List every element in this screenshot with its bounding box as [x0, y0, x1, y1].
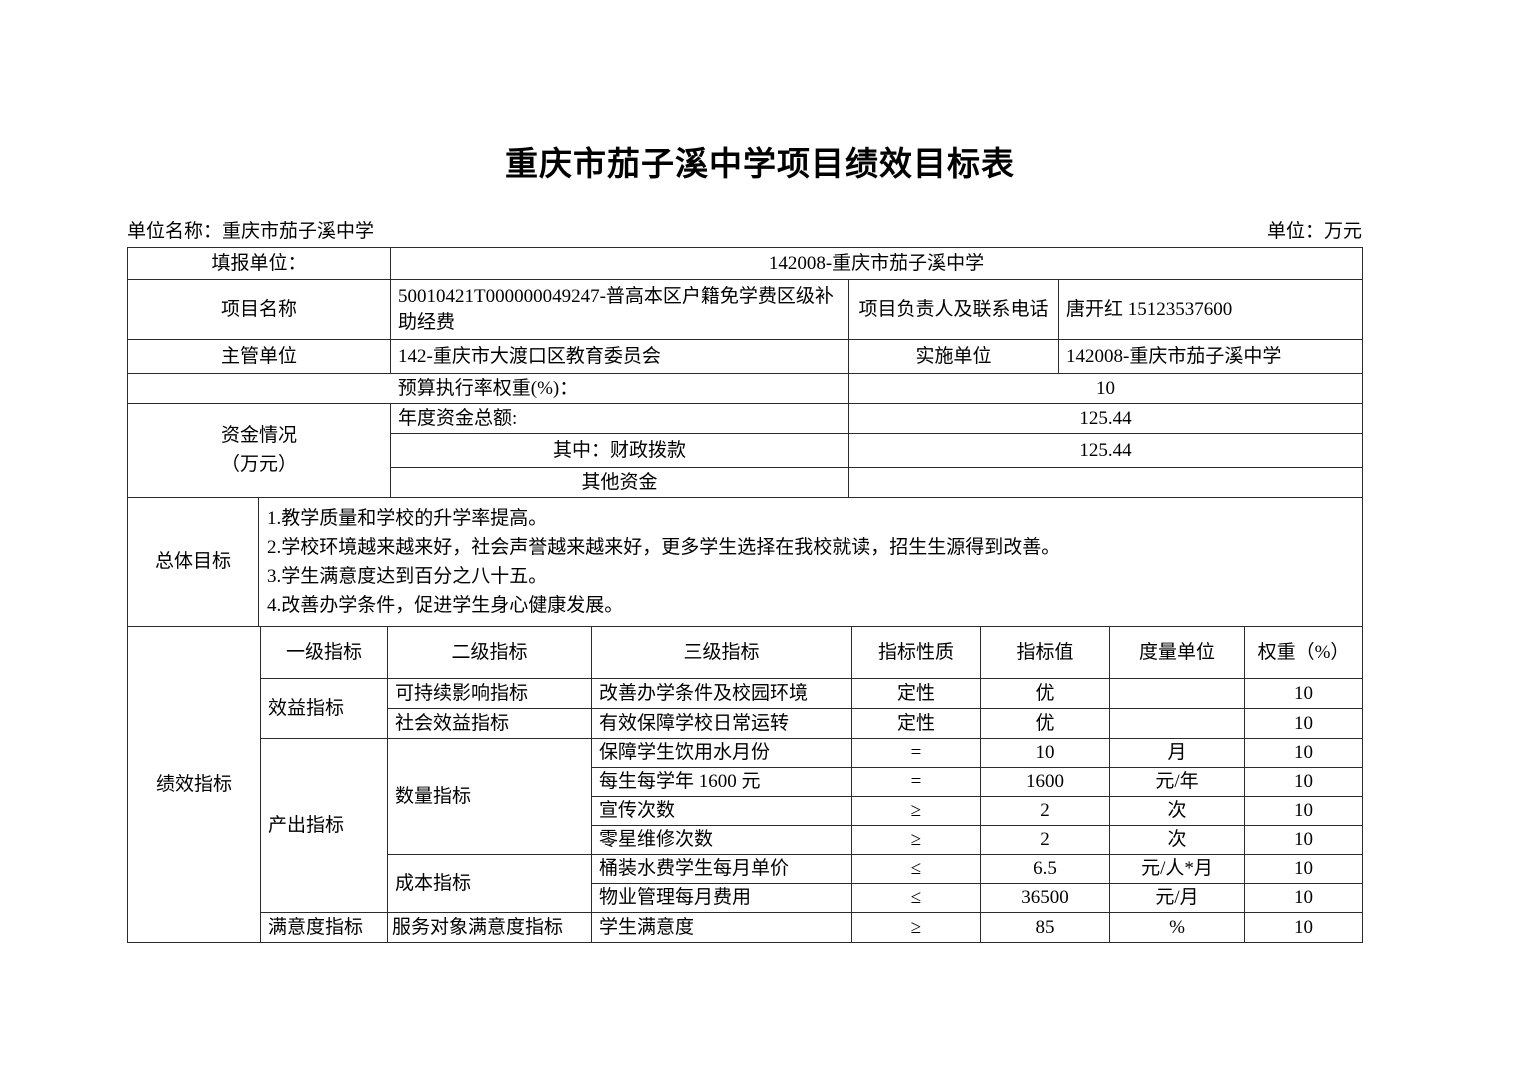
goal-line-4: 4.改善办学条件，促进学生身心健康发展。: [267, 595, 624, 616]
indicator-l3-cell: 桶装水费学生每月单价: [591, 854, 852, 884]
funding-label-line2: （万元）: [220, 453, 297, 475]
indicator-value-cell: 优: [980, 678, 1110, 709]
indicator-value-cell: 6.5: [980, 854, 1110, 884]
indicator-unit-cell: [1109, 678, 1245, 709]
indicator-unit-cell: 元/人*月: [1109, 854, 1245, 884]
header-weight: 权重（%）: [1244, 626, 1363, 679]
funding-label-line1: 资金情况: [220, 425, 297, 446]
budget-weight-label: 预算执行率权重(%)：: [127, 373, 849, 404]
implement-unit-label: 实施单位: [848, 339, 1059, 374]
indicator-weight-cell: 10: [1244, 825, 1363, 855]
other-funds-value: [847, 467, 1364, 498]
header-value: 指标值: [980, 626, 1110, 679]
indicator-nature-cell: ≥: [851, 825, 981, 855]
indicator-l3-cell: 物业管理每月费用: [591, 883, 852, 913]
indicator-weight-cell: 10: [1244, 912, 1363, 943]
indicator-l3-cell: 宣传次数: [591, 796, 852, 826]
fiscal-allocation-label: 其中：财政拨款: [390, 433, 849, 468]
indicator-unit-cell: 元/月: [1109, 883, 1245, 913]
project-name-value: 50010421T000000049247-普高本区户籍免学费区级补助经费: [390, 279, 849, 340]
indicator-unit-cell: %: [1109, 912, 1245, 943]
indicator-weight-cell: 10: [1244, 678, 1363, 709]
indicator-l3-cell: 保障学生饮用水月份: [591, 738, 852, 768]
subgroup-quantity-label: 数量指标: [387, 738, 592, 855]
supervisor-unit-label: 主管单位: [127, 339, 391, 374]
indicator-value-cell: 1600: [980, 767, 1110, 797]
indicator-value-cell: 36500: [980, 883, 1110, 913]
header-level2: 二级指标: [387, 626, 592, 679]
indicator-weight-cell: 10: [1244, 883, 1363, 913]
indicator-nature-cell: 定性: [851, 678, 981, 709]
indicator-weight-cell: 10: [1244, 708, 1363, 739]
indicator-unit-cell: 元/年: [1109, 767, 1245, 797]
indicator-value-cell: 优: [980, 708, 1110, 739]
other-funds-label: 其他资金: [390, 467, 849, 498]
supervisor-unit-value: 142-重庆市大渡口区教育委员会: [390, 339, 849, 374]
header-nature: 指标性质: [851, 626, 981, 679]
performance-table: 绩效指标 一级指标 二级指标 三级指标 指标性质 指标值 度量单位 权重（%） …: [127, 626, 1363, 943]
subgroup-social-label: 社会效益指标: [387, 708, 592, 739]
header-level3: 三级指标: [591, 626, 852, 679]
indicator-value-cell: 85: [980, 912, 1110, 943]
page-title: 重庆市茄子溪中学项目绩效目标表: [505, 147, 1015, 183]
overall-goal-content: 1.教学质量和学校的升学率提高。 2.学校环境越来越来好，社会声誉越来越来好，更…: [258, 497, 1363, 627]
project-leader-value: 唐开红 15123537600: [1057, 279, 1364, 340]
goal-line-2: 2.学校环境越来越来好，社会声誉越来越来好，更多学生选择在我校就读，招生生源得到…: [267, 537, 1061, 558]
indicator-nature-cell: ≥: [851, 912, 981, 943]
header-unit: 度量单位: [1109, 626, 1245, 679]
indicator-l3-cell: 每生每学年 1600 元: [591, 767, 852, 797]
indicator-weight-cell: 10: [1244, 796, 1363, 826]
indicator-l3-cell: 改善办学条件及校园环境: [591, 678, 852, 709]
goal-line-1: 1.教学质量和学校的升学率提高。: [267, 508, 548, 529]
group-satisfaction-label: 满意度指标: [260, 912, 388, 943]
indicator-unit-cell: 次: [1109, 825, 1245, 855]
unit-name-label: 单位名称：重庆市茄子溪中学: [127, 221, 375, 242]
indicator-nature-cell: =: [851, 767, 981, 797]
indicator-unit-cell: 月: [1109, 738, 1245, 768]
unit-measure-label: 单位：万元: [1266, 221, 1362, 242]
subgroup-sustain-label: 可持续影响指标: [387, 678, 592, 709]
performance-section-label: 绩效指标: [127, 626, 261, 943]
fiscal-allocation-value: 125.44: [847, 433, 1364, 468]
meta-row: 单位名称：重庆市茄子溪中学 单位：万元: [127, 221, 1362, 243]
subgroup-satisfaction-label: 服务对象满意度指标: [387, 912, 592, 943]
indicator-nature-cell: =: [851, 738, 981, 768]
indicator-value-cell: 10: [980, 738, 1110, 768]
indicator-weight-cell: 10: [1244, 767, 1363, 797]
indicator-value-cell: 2: [980, 796, 1110, 826]
group-output-label: 产出指标: [260, 738, 388, 913]
indicator-unit-cell: [1109, 708, 1245, 739]
annual-total-label: 年度资金总额:: [390, 403, 849, 434]
implement-unit-value: 142008-重庆市茄子溪中学: [1057, 339, 1364, 374]
indicator-nature-cell: ≤: [851, 854, 981, 884]
indicator-weight-cell: 10: [1244, 854, 1363, 884]
annual-total-value: 125.44: [847, 403, 1364, 434]
header-level1: 一级指标: [260, 626, 388, 679]
indicator-weight-cell: 10: [1244, 738, 1363, 768]
indicator-unit-cell: 次: [1109, 796, 1245, 826]
indicator-nature-cell: ≤: [851, 883, 981, 913]
overall-goal-label: 总体目标: [127, 497, 259, 627]
project-name-label: 项目名称: [127, 279, 391, 340]
indicator-l3-cell: 零星维修次数: [591, 825, 852, 855]
indicator-value-cell: 2: [980, 825, 1110, 855]
info-table: 填报单位： 142008-重庆市茄子溪中学 项目名称 50010421T0000…: [127, 247, 1364, 498]
reporting-unit-label: 填报单位：: [127, 247, 391, 280]
reporting-unit-value: 142008-重庆市茄子溪中学: [389, 247, 1364, 280]
budget-weight-value: 10: [847, 373, 1364, 404]
group-benefit-label: 效益指标: [260, 678, 388, 739]
indicator-l3-cell: 有效保障学校日常运转: [591, 708, 852, 739]
project-leader-label: 项目负责人及联系电话: [848, 279, 1059, 340]
overall-goal-table: 总体目标 1.教学质量和学校的升学率提高。 2.学校环境越来越来好，社会声誉越来…: [127, 497, 1363, 627]
subgroup-cost-label: 成本指标: [387, 854, 592, 913]
indicator-nature-cell: 定性: [851, 708, 981, 739]
indicator-l3-cell: 学生满意度: [591, 912, 852, 943]
indicator-nature-cell: ≥: [851, 796, 981, 826]
goal-line-3: 3.学生满意度达到百分之八十五。: [267, 566, 548, 587]
funding-section-label: 资金情况 （万元）: [127, 403, 391, 498]
